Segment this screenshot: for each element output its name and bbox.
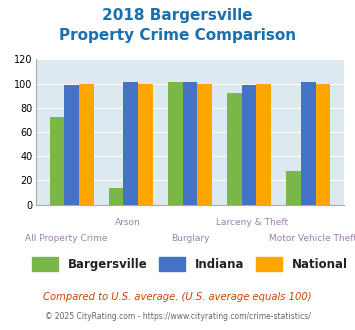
Bar	[197, 83, 212, 205]
Text: Compared to U.S. average. (U.S. average equals 100): Compared to U.S. average. (U.S. average …	[43, 292, 312, 302]
Bar	[182, 82, 197, 205]
Text: Arson: Arson	[115, 218, 141, 227]
Legend: Bargersville, Indiana, National: Bargersville, Indiana, National	[32, 257, 348, 271]
Text: Property Crime Comparison: Property Crime Comparison	[59, 28, 296, 43]
Bar	[50, 117, 64, 205]
Bar	[227, 93, 242, 205]
Text: 2018 Bargersville: 2018 Bargersville	[102, 8, 253, 23]
Bar	[109, 188, 124, 205]
Text: Larceny & Theft: Larceny & Theft	[215, 218, 288, 227]
Bar	[256, 83, 271, 205]
Text: Burglary: Burglary	[171, 234, 209, 243]
Bar	[64, 85, 79, 205]
Text: © 2025 CityRating.com - https://www.cityrating.com/crime-statistics/: © 2025 CityRating.com - https://www.city…	[45, 312, 310, 321]
Bar	[138, 83, 153, 205]
Bar	[168, 82, 182, 205]
Bar	[301, 82, 316, 205]
Text: Motor Vehicle Theft: Motor Vehicle Theft	[269, 234, 355, 243]
Bar	[79, 83, 94, 205]
Bar	[124, 82, 138, 205]
Bar	[242, 85, 256, 205]
Bar	[316, 83, 330, 205]
Bar	[286, 171, 301, 205]
Text: All Property Crime: All Property Crime	[25, 234, 108, 243]
